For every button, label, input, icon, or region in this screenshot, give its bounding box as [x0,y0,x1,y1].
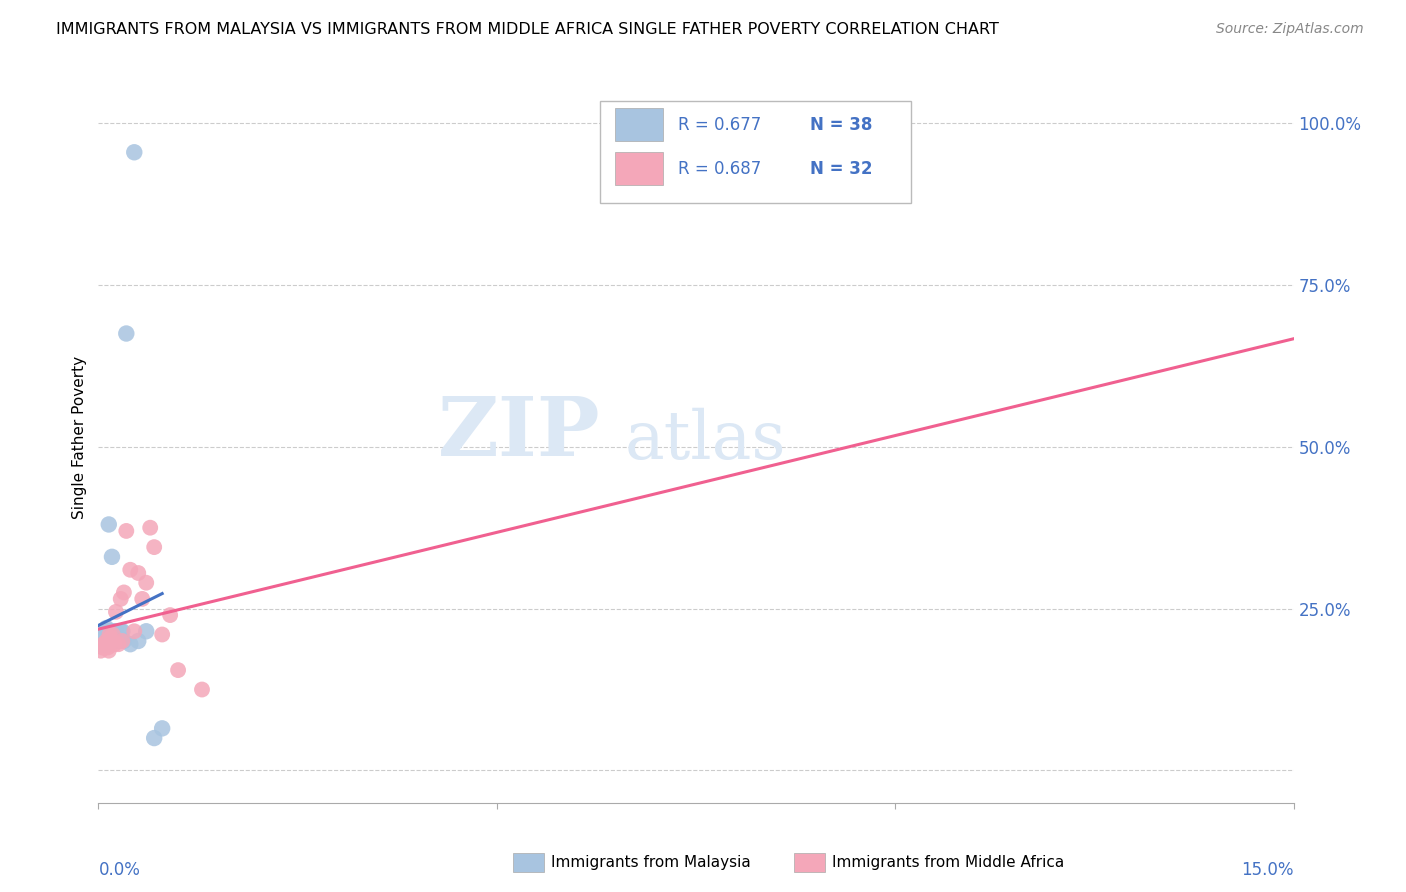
Point [93,637,115,651]
Point [110,591,132,606]
Point [93,631,115,645]
Text: R = 0.677: R = 0.677 [678,116,761,134]
Text: R = 0.687: R = 0.687 [678,160,761,178]
Point [97,637,120,651]
Point [107,634,129,648]
Point [96,634,118,648]
Point [143,540,166,554]
Point [94,631,117,645]
Text: 0.0%: 0.0% [98,862,141,880]
Point [127,566,149,580]
Point [124,145,146,160]
FancyBboxPatch shape [600,101,911,203]
Point [94,640,117,655]
Point [101,634,124,648]
Text: atlas: atlas [624,409,786,474]
Point [91,637,114,651]
Point [90,643,112,657]
Point [90,637,112,651]
Point [135,624,157,639]
Point [91,637,114,651]
Point [112,634,135,648]
Point [91,631,114,645]
Point [112,585,135,599]
Point [100,634,122,648]
Point [111,634,134,648]
Text: ZIP: ZIP [437,393,600,474]
Point [97,640,120,655]
Point [101,549,124,564]
Point [97,624,120,639]
Point [94,637,117,651]
Point [96,637,118,651]
Point [101,624,124,639]
Point [104,624,127,639]
Point [90,634,112,648]
Point [91,637,114,651]
Point [115,326,138,341]
Text: Immigrants from Malaysia: Immigrants from Malaysia [551,855,751,870]
FancyBboxPatch shape [614,108,662,141]
Point [98,624,122,639]
Point [98,634,121,648]
Point [191,682,214,697]
Point [120,637,142,651]
Y-axis label: Single Father Poverty: Single Father Poverty [72,356,87,518]
Point [110,624,132,639]
Point [96,624,118,639]
Point [115,524,138,538]
Text: N = 32: N = 32 [810,160,872,178]
Point [167,663,190,677]
Point [96,621,118,635]
Point [103,637,125,651]
Point [96,627,118,641]
Point [96,637,118,651]
Point [104,605,127,619]
Point [101,627,124,641]
Point [93,640,115,655]
Text: N = 38: N = 38 [810,116,872,134]
Point [150,722,173,736]
FancyBboxPatch shape [614,152,662,185]
Point [91,640,114,655]
Point [143,731,166,745]
Point [159,608,181,623]
Text: 15.0%: 15.0% [1241,862,1294,880]
Point [120,563,142,577]
Point [135,575,157,590]
Point [94,637,117,651]
Point [97,643,120,657]
Point [127,634,149,648]
Point [91,627,114,641]
Point [94,637,117,651]
Point [98,631,122,645]
Point [107,637,129,651]
Point [124,624,146,639]
Point [96,634,118,648]
Point [98,627,121,641]
Point [139,521,162,535]
Point [103,634,125,648]
Text: IMMIGRANTS FROM MALAYSIA VS IMMIGRANTS FROM MIDDLE AFRICA SINGLE FATHER POVERTY : IMMIGRANTS FROM MALAYSIA VS IMMIGRANTS F… [56,22,1000,37]
Text: Immigrants from Middle Africa: Immigrants from Middle Africa [832,855,1064,870]
Point [97,517,120,532]
Point [131,591,153,606]
Point [150,627,173,641]
Point [94,627,117,641]
Point [111,624,134,639]
Text: Source: ZipAtlas.com: Source: ZipAtlas.com [1216,22,1364,37]
